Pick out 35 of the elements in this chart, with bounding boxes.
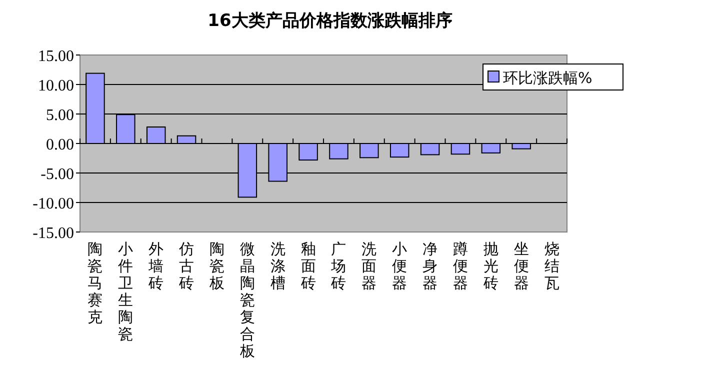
y-tick-label: -5.00 [40,166,74,183]
y-tick-label: 15.00 [38,48,74,65]
y-tick-label: 10.00 [38,78,74,94]
x-tick-label: 外墙砖 [148,240,164,292]
y-tick-label: 5.00 [46,107,74,124]
x-tick-label: 小件卫生陶瓷 [118,240,134,343]
bar [298,143,318,161]
bar [176,135,196,144]
y-tick-label: -15.00 [32,225,74,242]
bar [420,143,440,156]
x-tick-label: 釉面砖 [300,240,316,292]
x-tick-label: 坐便器 [514,240,529,292]
x-tick-label: 烧结瓦 [544,240,560,292]
x-tick-label: 蹲便器 [452,240,468,292]
chart-title: 16大类产品价格指数涨跌幅排序 [208,11,452,31]
x-tick-label: 抛光砖 [482,240,498,292]
bar [146,126,166,144]
x-tick-label: 洗涤槽 [270,240,286,292]
x-tick-label: 微晶陶瓷复合板 [238,240,255,360]
bar [390,143,410,158]
x-tick-label: 仿古砖 [178,240,194,292]
bar [450,143,470,155]
bar [512,143,531,150]
y-tick-label: -10.00 [32,196,74,212]
bar [329,143,348,160]
x-tick-label: 小便器 [392,240,408,292]
legend-label: 环比涨跌幅% [503,69,592,87]
bar [360,143,379,158]
x-tick-label: 净身器 [422,240,438,292]
x-tick-label: 陶瓷板 [208,240,224,292]
y-tick-label: 0.00 [46,136,74,154]
bar [481,143,501,154]
x-tick-label: 洗面器 [362,240,377,292]
x-tick-label: 广场砖 [330,240,346,292]
x-tick-label: 陶瓷马赛克 [88,240,103,326]
